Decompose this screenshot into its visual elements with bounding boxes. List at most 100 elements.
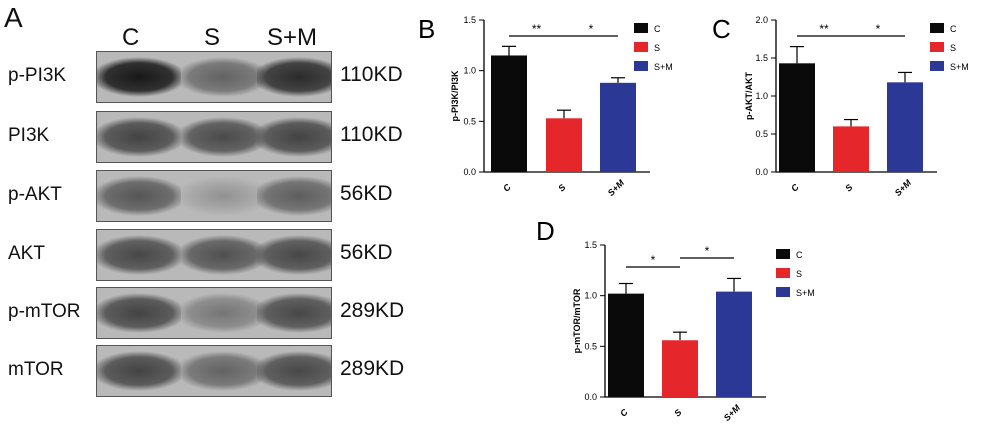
chart-b-x-tick-label: C	[501, 182, 513, 194]
blot-kd-label: 289KD	[340, 299, 405, 322]
chart-b-legend-swatch	[634, 23, 648, 33]
blot-kd-label: 56KD	[340, 241, 393, 264]
chart-b-legend-label: C	[654, 24, 661, 34]
chart-c-legend-swatch	[930, 23, 944, 33]
blot-row-label: p-mTOR	[8, 301, 81, 322]
chart-b-significance-label: **	[532, 22, 542, 36]
blot-kd-label: 56KD	[340, 182, 393, 205]
chart-d-legend-swatch	[776, 268, 790, 278]
blot-row-label: p-AKT	[8, 184, 62, 205]
chart-d-y-tick-label: 0.0	[584, 392, 597, 402]
chart-b-bar-s-plus-m	[600, 82, 636, 172]
chart-c-bar-s	[833, 126, 869, 172]
blot-strip	[96, 51, 332, 103]
blot-strip	[96, 170, 332, 222]
chart-c-legend-label: S	[950, 43, 956, 53]
chart-c-legend-label: C	[950, 24, 957, 34]
chart-d-x-tick-label: C	[618, 407, 630, 419]
chart-b-x-tick-label: S	[556, 182, 567, 193]
chart-c-significance-label: **	[819, 22, 829, 36]
chart-b-x-tick-label: S+M	[606, 177, 627, 198]
blot-band	[97, 171, 181, 221]
blot-band	[181, 171, 265, 221]
chart-c-x-tick-label: S	[843, 182, 854, 193]
chart-b-bar-c	[491, 55, 527, 172]
chart-b-legend-label: S	[654, 43, 660, 53]
chart-b-legend-swatch	[634, 42, 648, 52]
lane-header-c: C	[122, 24, 140, 51]
blot-band	[257, 52, 331, 102]
blot-row-label: mTOR	[8, 359, 64, 380]
blot-strip	[96, 111, 332, 163]
blot-band	[257, 288, 331, 338]
chart-d-legend-label: S+M	[796, 288, 815, 298]
blot-band	[181, 346, 265, 396]
blot-band	[97, 52, 181, 102]
chart-c-legend-swatch	[930, 42, 944, 52]
chart-d-y-tick-label: 0.5	[584, 341, 597, 351]
blot-band	[181, 52, 265, 102]
chart-d-bar-s-plus-m	[716, 291, 752, 397]
blot-band	[181, 288, 265, 338]
chart-d-legend-swatch	[776, 249, 790, 259]
chart-d-significance-label: *	[705, 244, 710, 258]
chart-d-bar-s	[662, 340, 698, 397]
chart-c-bar-c	[779, 63, 815, 172]
blot-strip	[96, 345, 332, 397]
chart-d-panel-letter: D	[536, 216, 555, 246]
chart-c-x-tick-label: S+M	[893, 177, 914, 198]
chart-d-x-tick-label: S	[672, 407, 683, 418]
blot-band	[97, 112, 181, 162]
chart-b-y-tick-label: 0.5	[463, 116, 476, 126]
chart-c-y-label: p-AKT/AKT	[744, 72, 754, 120]
blot-row-label: AKT	[8, 243, 45, 264]
chart-b-bar-s	[546, 118, 582, 172]
blot-kd-label: 110KD	[340, 123, 403, 146]
chart-d-y-label: p-mTOR/mTOR	[572, 288, 582, 353]
blot-kd-label: 110KD	[340, 63, 403, 86]
blot-band	[181, 112, 265, 162]
chart-d-legend-swatch	[776, 287, 790, 297]
chart-c-legend-label: S+M	[950, 62, 969, 72]
chart-c-y-tick-label: 0.0	[755, 167, 768, 177]
blot-band	[257, 171, 331, 221]
chart-b-y-tick-label: 1.0	[463, 66, 476, 76]
chart-c-x-tick-label: C	[789, 182, 801, 194]
blot-strip	[96, 287, 332, 339]
blot-row-label: p-PI3K	[8, 65, 67, 86]
chart-d-significance-label: *	[651, 253, 656, 267]
chart-b-y-tick-label: 0.0	[463, 167, 476, 177]
chart-d-bar-c	[608, 293, 644, 397]
chart-b-significance-label: *	[589, 22, 594, 36]
chart-b-y-tick-label: 1.5	[463, 15, 476, 25]
chart-c-legend-swatch	[930, 61, 944, 71]
chart-c-y-tick-label: 2.0	[755, 15, 768, 25]
chart-d-legend-label: S	[796, 269, 802, 279]
chart-d-y-tick-label: 1.0	[584, 291, 597, 301]
lane-header-s-plus-m: S+M	[267, 24, 318, 51]
blot-band	[257, 112, 331, 162]
blot-band	[257, 346, 331, 396]
chart-c-y-tick-label: 1.5	[755, 53, 768, 63]
blot-band	[97, 288, 181, 338]
blot-band	[181, 230, 265, 280]
chart-d-legend-label: C	[796, 250, 803, 260]
chart-b-y-label: p-PI3K/PI3K	[450, 70, 460, 122]
blot-band	[97, 346, 181, 396]
chart-d-y-tick-label: 1.5	[584, 240, 597, 250]
chart-c-panel-letter: C	[712, 14, 731, 44]
chart-b-legend-label: S+M	[654, 62, 673, 72]
chart-c-y-tick-label: 0.5	[755, 129, 768, 139]
chart-c-y-tick-label: 1.0	[755, 91, 768, 101]
blot-band	[97, 230, 181, 280]
blot-strip	[96, 229, 332, 281]
lane-header-s: S	[204, 24, 221, 51]
chart-b-panel-letter: B	[418, 14, 435, 44]
panel-letter-a: A	[4, 2, 23, 33]
chart-c-bar-s-plus-m	[887, 82, 923, 172]
blot-band	[257, 230, 331, 280]
chart-c-significance-label: *	[876, 22, 881, 36]
blot-kd-label: 289KD	[340, 357, 405, 380]
chart-d-x-tick-label: S+M	[722, 402, 743, 423]
